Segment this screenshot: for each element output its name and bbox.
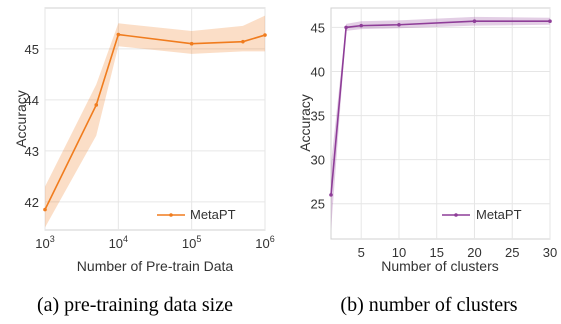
chart-a-series-line xyxy=(44,33,266,210)
chart-a-confidence-band xyxy=(45,15,265,228)
chart-b-yticks: 25 30 35 40 45 xyxy=(311,20,325,211)
a-ytick-label: 43 xyxy=(25,144,39,159)
a-xtick-label: 105 xyxy=(182,234,201,251)
b-data-point xyxy=(344,25,348,30)
b-xtick-label: 10 xyxy=(392,245,406,260)
a-data-point xyxy=(241,39,245,44)
chart-a-xlabel: Number of Pre-train Data xyxy=(77,258,234,274)
chart-b: 25 30 35 40 45 5 10 15 20 25 30 Number of cluster… xyxy=(297,7,558,316)
b-data-point xyxy=(329,193,333,197)
b-ytick-label: 40 xyxy=(311,64,325,79)
a-data-point xyxy=(189,41,194,46)
b-xtick-label: 5 xyxy=(358,245,365,260)
chart-b-xlabel: Number of clusters xyxy=(381,258,498,274)
a-xtick-label: 106 xyxy=(255,234,274,251)
chart-a-ylabel: Accuracy xyxy=(13,90,29,148)
chart-a-xticks: 103 104 105 106 xyxy=(35,234,274,251)
a-ytick-label: 45 xyxy=(25,42,39,57)
chart-a: 42 43 44 45 103 104 105 106 Number of Pre-trai… xyxy=(13,7,275,316)
chart-b-ylabel: Accuracy xyxy=(297,94,313,152)
b-ytick-label: 35 xyxy=(311,109,325,124)
b-data-point xyxy=(397,22,401,27)
a-ytick-label: 44 xyxy=(25,93,39,108)
b-xtick-label: 15 xyxy=(429,245,443,260)
chart-a-yticks: 42 43 44 45 xyxy=(25,42,39,210)
chart-a-grid xyxy=(44,8,266,230)
b-data-point xyxy=(548,19,552,24)
chart-b-grid xyxy=(331,8,551,239)
a-data-point xyxy=(43,207,47,212)
chart-a-legend: MetaPT xyxy=(157,207,236,222)
b-data-point xyxy=(472,19,477,24)
chart-b-legend-marker xyxy=(454,213,458,217)
chart-a-legend-label: MetaPT xyxy=(190,207,236,222)
b-xtick-label: 25 xyxy=(505,245,519,260)
a-xtick-label: 103 xyxy=(35,234,54,251)
a-data-point xyxy=(94,103,99,107)
chart-b-xticks: 5 10 15 20 25 30 xyxy=(358,245,558,260)
chart-b-points xyxy=(329,19,552,197)
a-data-point xyxy=(263,33,267,37)
a-xtick-label: 104 xyxy=(109,234,128,251)
chart-a-caption: (a) pre-training data size xyxy=(37,294,233,316)
b-ytick-label: 45 xyxy=(311,20,325,35)
b-data-point xyxy=(359,23,364,28)
b-xtick-label: 30 xyxy=(543,245,557,260)
chart-a-points xyxy=(43,32,267,212)
a-data-point xyxy=(116,32,121,37)
chart-b-legend: MetaPT xyxy=(442,207,522,222)
chart-a-legend-marker xyxy=(169,213,173,217)
b-ytick-label: 30 xyxy=(311,153,325,168)
chart-b-legend-label: MetaPT xyxy=(476,207,522,222)
chart-b-plot-area xyxy=(330,7,551,240)
b-ytick-label: 25 xyxy=(311,197,325,212)
chart-b-confidence-band xyxy=(331,16,550,231)
b-xtick-label: 20 xyxy=(467,245,481,260)
chart-b-caption: (b) number of clusters xyxy=(340,294,517,316)
chart-b-series-line xyxy=(330,20,550,195)
a-ytick-label: 42 xyxy=(25,195,39,210)
